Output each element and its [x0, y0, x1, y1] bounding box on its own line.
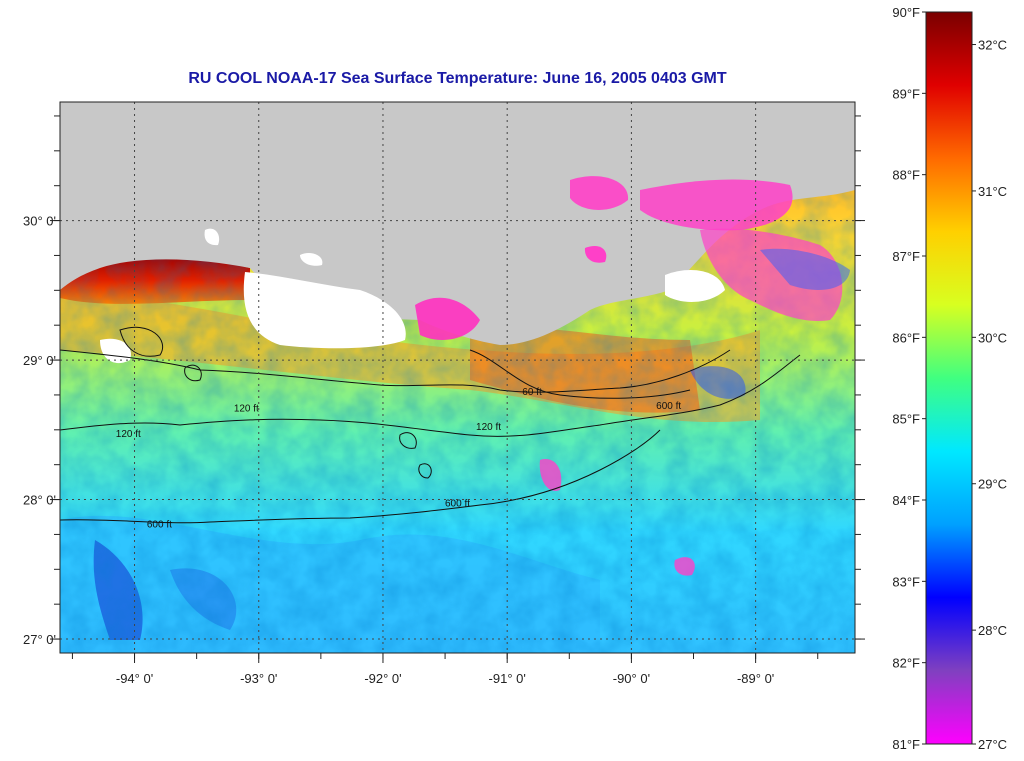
longitude-tick-label: -90° 0': [613, 671, 650, 686]
contour-depth-label: 600 ft: [656, 401, 681, 412]
contour-depth-label: 120 ft: [116, 429, 141, 440]
latitude-tick-label: 30° 0': [23, 214, 56, 229]
longitude-tick-label: -92° 0': [364, 671, 401, 686]
depth-contours: [60, 326, 801, 524]
contour-depth-label: 120 ft: [234, 404, 259, 415]
latitude-tick-label: 28° 0': [23, 493, 56, 508]
longitude-tick-label: -89° 0': [737, 671, 774, 686]
longitude-tick-label: -94° 0': [116, 671, 153, 686]
longitude-tick-label: -93° 0': [240, 671, 277, 686]
latitude-tick-label: 27° 0': [23, 632, 56, 647]
contour-depth-label: 600 ft: [445, 499, 470, 510]
cloud-cover: [243, 272, 406, 349]
latitude-tick-label: 29° 0': [23, 353, 56, 368]
contour-depth-label: 120 ft: [476, 422, 501, 433]
contour-depth-label: 600 ft: [147, 519, 172, 530]
map-grid: [60, 102, 855, 653]
longitude-tick-label: -91° 0': [489, 671, 526, 686]
contour-depth-label: 60 ft: [522, 387, 542, 398]
map-title: RU COOL NOAA-17 Sea Surface Temperature:…: [188, 70, 727, 87]
map-frame: [59, 101, 856, 654]
